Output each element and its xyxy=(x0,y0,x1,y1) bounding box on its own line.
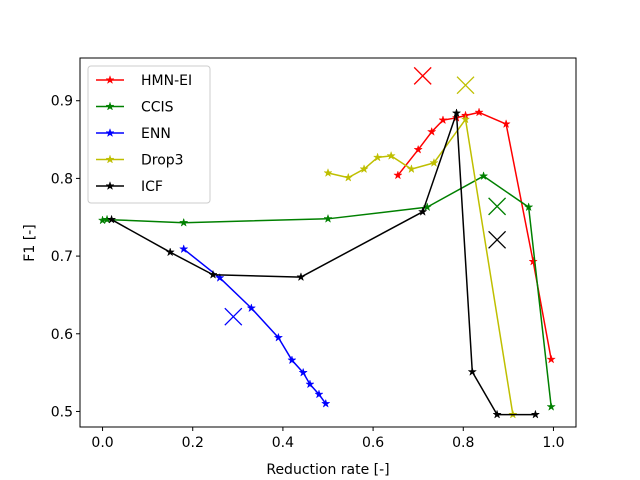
legend: HMN-EI CCIS ENN Drop3 ICF xyxy=(87,65,211,204)
series-line-enn xyxy=(183,248,327,405)
data-point-icf xyxy=(492,409,502,419)
reference-marker-drop3 xyxy=(456,76,475,95)
x-tick-label: 0.0 xyxy=(91,435,113,451)
y-tick-label: 0.9 xyxy=(51,94,73,110)
legend-label-drop3: Drop3 xyxy=(141,153,184,169)
legend-item-icf: ICF xyxy=(96,179,163,195)
data-point-ccis xyxy=(178,217,189,227)
data-point-hmn-ei xyxy=(393,170,403,180)
legend-label-enn: ENN xyxy=(141,126,171,142)
data-point-enn xyxy=(314,389,324,399)
legend-marker-enn xyxy=(105,127,115,138)
y-tick-label: 0.5 xyxy=(51,404,73,420)
data-point-icf xyxy=(467,366,478,376)
data-point-drop3 xyxy=(359,164,369,174)
x-tick-label: 0.8 xyxy=(452,435,474,451)
series-hmn-ei xyxy=(393,66,556,364)
data-point-enn xyxy=(305,379,315,389)
y-tick-label: 0.7 xyxy=(51,249,73,265)
data-point-hmn-ei xyxy=(528,256,538,266)
data-point-enn xyxy=(320,398,331,408)
data-point-hmn-ei xyxy=(474,107,484,117)
legend-item-drop3: Drop3 xyxy=(96,153,184,169)
series-ccis xyxy=(97,171,556,411)
data-point-icf xyxy=(530,409,541,419)
data-point-ccis xyxy=(546,401,556,411)
data-point-hmn-ei xyxy=(546,354,556,364)
legend-marker-ccis xyxy=(105,101,115,111)
legend-label-icf: ICF xyxy=(141,179,163,195)
data-point-ccis xyxy=(323,213,333,223)
x-tick-label: 0.2 xyxy=(182,435,204,451)
series-icf xyxy=(106,108,541,419)
x-tick-label: 0.6 xyxy=(362,435,384,451)
data-point-drop3 xyxy=(406,164,417,174)
series-line-hmn-ei xyxy=(397,111,552,360)
data-point-ccis xyxy=(523,202,534,212)
data-point-drop3 xyxy=(386,150,396,160)
legend-item-hmn-ei: HMN-EI xyxy=(96,73,192,89)
data-point-hmn-ei xyxy=(501,119,511,129)
data-point-icf xyxy=(296,272,306,282)
data-point-enn xyxy=(215,272,225,282)
legend-marker-drop3 xyxy=(105,154,115,164)
legend-marker-hmn-ei xyxy=(105,74,115,85)
data-point-drop3 xyxy=(372,152,383,162)
series-line-drop3 xyxy=(327,118,514,415)
reference-marker-icf xyxy=(488,230,507,249)
legend-marker-icf xyxy=(105,180,115,191)
ticks-layer: 0.0 0.2 0.4 0.6 0.8 1.0 0.5 0.6 0.7 0.8 0.9 xyxy=(51,94,565,451)
series-enn xyxy=(178,244,331,408)
data-point-hmn-ei xyxy=(413,144,423,154)
data-point-enn xyxy=(246,303,257,313)
series-line-ccis xyxy=(102,175,552,407)
data-point-drop3 xyxy=(460,114,471,124)
legend-item-ccis: CCIS xyxy=(96,100,174,116)
data-point-icf xyxy=(165,247,175,257)
data-point-icf xyxy=(417,206,428,216)
data-point-icf xyxy=(106,214,117,224)
legend-item-enn: ENN xyxy=(96,126,171,142)
data-point-enn xyxy=(298,367,308,377)
legend-label-hmn-ei: HMN-EI xyxy=(141,73,192,89)
data-point-enn xyxy=(273,332,284,342)
data-point-drop3 xyxy=(343,172,354,182)
data-point-icf xyxy=(451,108,462,118)
x-tick-label: 0.4 xyxy=(272,435,294,451)
reference-marker-ccis xyxy=(488,197,507,216)
x-axis-label: Reduction rate [-] xyxy=(266,462,389,478)
data-point-enn xyxy=(287,355,297,365)
x-tick-label: 1.0 xyxy=(542,435,564,451)
data-point-drop3 xyxy=(323,167,333,178)
data-point-drop3 xyxy=(429,157,439,167)
legend-frame xyxy=(87,65,211,204)
y-axis-label: F1 [-] xyxy=(22,224,38,261)
data-point-ccis xyxy=(478,171,489,181)
data-point-hmn-ei xyxy=(438,115,448,125)
data-point-enn xyxy=(178,244,189,254)
plot-frame xyxy=(79,57,577,428)
series-layer xyxy=(97,66,556,419)
data-point-icf xyxy=(208,269,218,279)
series-drop3 xyxy=(323,76,518,419)
y-tick-label: 0.8 xyxy=(51,171,73,187)
reference-marker-enn xyxy=(224,307,243,326)
reference-marker-hmn-ei xyxy=(413,66,432,85)
y-tick-label: 0.6 xyxy=(51,327,73,343)
data-point-hmn-ei xyxy=(426,126,437,136)
legend-label-ccis: CCIS xyxy=(141,100,174,116)
